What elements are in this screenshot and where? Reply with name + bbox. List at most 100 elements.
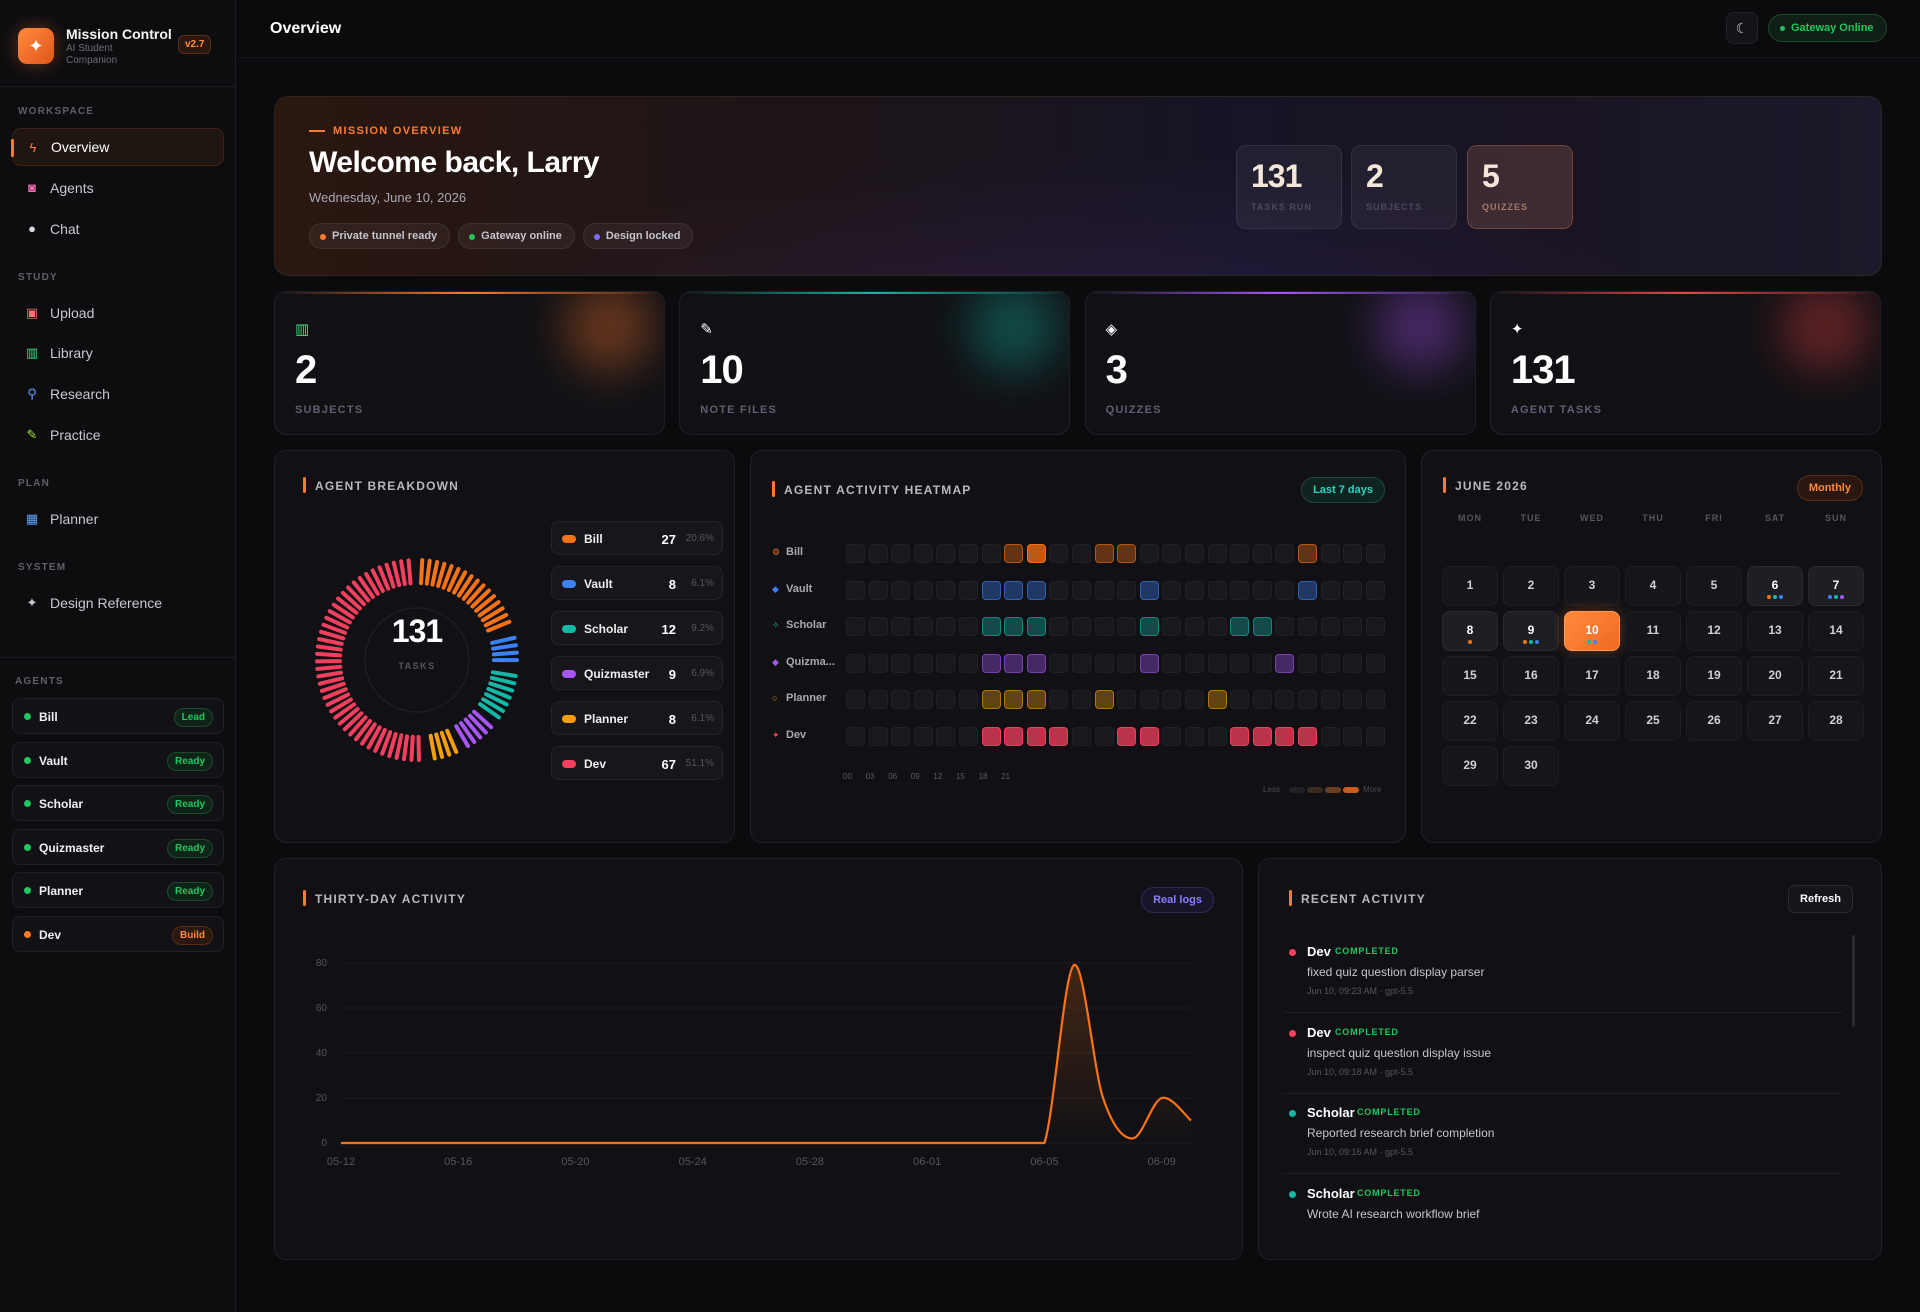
calendar-day[interactable]: 5: [1686, 566, 1742, 606]
heatmap-cell[interactable]: [1185, 617, 1204, 637]
heatmap-cell[interactable]: [1094, 727, 1114, 746]
heatmap-cell[interactable]: [1026, 580, 1046, 600]
calendar-mode-button[interactable]: Monthly: [1796, 475, 1863, 501]
heatmap-cell[interactable]: [1298, 617, 1317, 637]
activity-item[interactable]: Dev COMPLETED fixed quiz question display …: [1283, 935, 1843, 1013]
heatmap-cell[interactable]: [1230, 727, 1250, 746]
heatmap-cell[interactable]: [1365, 690, 1385, 710]
calendar-day[interactable]: 28: [1808, 701, 1864, 741]
heatmap-cell[interactable]: [1094, 580, 1114, 600]
heatmap-cell[interactable]: [1004, 544, 1024, 563]
heatmap-cell[interactable]: [913, 690, 933, 710]
heatmap-cell[interactable]: [1252, 580, 1272, 600]
heatmap-cell[interactable]: [1185, 690, 1204, 710]
heatmap-cell[interactable]: [913, 653, 933, 673]
calendar-day[interactable]: 11: [1625, 611, 1681, 651]
heatmap-cell[interactable]: [891, 690, 911, 710]
heatmap-cell[interactable]: [1252, 617, 1272, 637]
activity-item[interactable]: Dev COMPLETED inspect quiz question displa…: [1283, 1016, 1843, 1094]
heatmap-cell[interactable]: [1139, 653, 1159, 673]
heatmap-cell[interactable]: [981, 690, 1001, 710]
heatmap-cell[interactable]: [1230, 653, 1250, 673]
calendar-day[interactable]: 13: [1747, 611, 1803, 651]
heatmap-cell[interactable]: [1026, 544, 1046, 563]
breakdown-row[interactable]: Bill 27 20.6%: [551, 521, 723, 555]
agent-list-item[interactable]: Vault Ready: [12, 741, 224, 778]
nav-item-upload[interactable]: ▣ Upload: [12, 294, 224, 332]
calendar-day[interactable]: 30: [1503, 746, 1559, 786]
heatmap-cell[interactable]: [1049, 617, 1069, 637]
breakdown-row[interactable]: Planner 8 6.1%: [551, 701, 723, 735]
nav-item-planner[interactable]: ▦ Planner: [12, 500, 224, 538]
nav-item-research[interactable]: ⚲ Research: [12, 375, 224, 413]
calendar-day[interactable]: 3: [1564, 566, 1620, 606]
calendar-day[interactable]: 9: [1503, 611, 1559, 651]
heatmap-cell[interactable]: [1139, 617, 1159, 637]
heatmap-cell[interactable]: [1162, 544, 1182, 563]
heatmap-cell[interactable]: [913, 617, 933, 637]
heatmap-cell[interactable]: [1275, 653, 1295, 673]
heatmap-cell[interactable]: [1275, 727, 1295, 746]
heatmap-cell[interactable]: [936, 690, 956, 710]
heatmap-cell[interactable]: [913, 544, 933, 563]
heatmap-cell[interactable]: [1298, 580, 1317, 600]
heatmap-cell[interactable]: [1365, 727, 1385, 746]
heatmap-cell[interactable]: [1207, 580, 1227, 600]
heatmap-cell[interactable]: [1139, 580, 1159, 600]
heatmap-cell[interactable]: [959, 727, 978, 746]
heatmap-cell[interactable]: [1117, 653, 1137, 673]
heatmap-cell[interactable]: [1298, 690, 1317, 710]
heatmap-cell[interactable]: [1117, 617, 1137, 637]
theme-toggle-button[interactable]: ☾: [1726, 12, 1758, 44]
calendar-day[interactable]: 19: [1686, 656, 1742, 696]
nav-item-agents[interactable]: ◙ Agents: [12, 169, 224, 207]
heatmap-cell[interactable]: [1320, 690, 1340, 710]
heatmap-cell[interactable]: [1230, 617, 1250, 637]
heatmap-cell[interactable]: [1117, 544, 1137, 563]
heatmap-cell[interactable]: [1026, 653, 1046, 673]
nav-item-chat[interactable]: ● Chat: [12, 210, 224, 248]
activity-item[interactable]: Scholar COMPLETED Reported research brief …: [1283, 1096, 1843, 1174]
heatmap-cell[interactable]: [1185, 727, 1204, 746]
nav-item-design-reference[interactable]: ✦ Design Reference: [12, 584, 224, 622]
nav-item-library[interactable]: ▥ Library: [12, 334, 224, 372]
heatmap-cell[interactable]: [936, 727, 956, 746]
activity-scrollbar[interactable]: [1852, 935, 1855, 1027]
heatmap-cell[interactable]: [1207, 653, 1227, 673]
heatmap-cell[interactable]: [868, 690, 888, 710]
heatmap-cell[interactable]: [1343, 727, 1363, 746]
agent-list-item[interactable]: Bill Lead: [12, 698, 224, 734]
heatmap-cell[interactable]: [868, 727, 888, 746]
heatmap-cell[interactable]: [868, 653, 888, 673]
brand[interactable]: ✦ Mission Control AI Student Companion v…: [18, 26, 228, 66]
heatmap-cell[interactable]: [891, 653, 911, 673]
heatmap-cell[interactable]: [959, 653, 978, 673]
heatmap-cell[interactable]: [936, 653, 956, 673]
heatmap-cell[interactable]: [1343, 690, 1363, 710]
heatmap-cell[interactable]: [1072, 580, 1091, 600]
calendar-day[interactable]: 8: [1442, 611, 1498, 651]
heatmap-cell[interactable]: [1004, 617, 1024, 637]
heatmap-cell[interactable]: [936, 580, 956, 600]
heatmap-cell[interactable]: [981, 653, 1001, 673]
heatmap-cell[interactable]: [1094, 653, 1114, 673]
heatmap-cell[interactable]: [1207, 690, 1227, 710]
heatmap-cell[interactable]: [1117, 727, 1137, 746]
heatmap-cell[interactable]: [1004, 690, 1024, 710]
heatmap-cell[interactable]: [1162, 653, 1182, 673]
heatmap-cell[interactable]: [846, 653, 865, 673]
heatmap-cell[interactable]: [1094, 544, 1114, 563]
calendar-day[interactable]: 12: [1686, 611, 1742, 651]
heatmap-cell[interactable]: [959, 580, 978, 600]
heatmap-cell[interactable]: [1185, 544, 1204, 563]
heatmap-cell[interactable]: [936, 544, 956, 563]
heatmap-cell[interactable]: [1026, 690, 1046, 710]
calendar-day[interactable]: 7: [1808, 566, 1864, 606]
heatmap-cell[interactable]: [1185, 580, 1204, 600]
heatmap-cell[interactable]: [1207, 617, 1227, 637]
heatmap-cell[interactable]: [1004, 653, 1024, 673]
heatmap-cell[interactable]: [1049, 690, 1069, 710]
heatmap-cell[interactable]: [1185, 653, 1204, 673]
heatmap-cell[interactable]: [1365, 580, 1385, 600]
heatmap-cell[interactable]: [1320, 580, 1340, 600]
